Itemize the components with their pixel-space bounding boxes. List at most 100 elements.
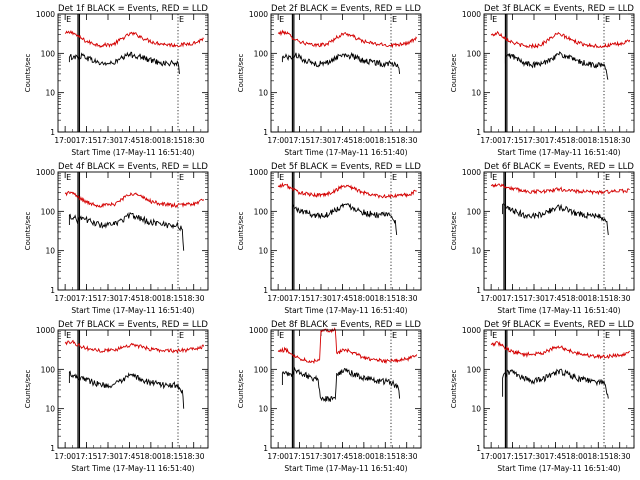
events-series-line — [68, 370, 185, 409]
x-tick-label: 17:30 — [523, 136, 545, 145]
x-tick-label: 17:30 — [523, 294, 545, 303]
x-tick-label: 17:45 — [545, 294, 567, 303]
x-tick-label: 18:30 — [609, 136, 631, 145]
x-axis-label: Start Time (17-May-11 16:51:40) — [284, 306, 407, 315]
x-axis-label: Start Time (17-May-11 16:51:40) — [497, 148, 620, 157]
plot-frame — [57, 329, 209, 449]
panel-title: Det 7f BLACK = Events, RED = LLD — [58, 320, 208, 330]
lld-series-line — [277, 182, 417, 199]
x-axis-label: Start Time (17-May-11 16:51:40) — [71, 148, 194, 157]
x-tick-label: 18:15 — [374, 452, 396, 461]
x-axis-label: Start Time (17-May-11 16:51:40) — [497, 464, 620, 473]
x-tick-label: 17:00 — [267, 452, 289, 461]
plot-frame — [483, 13, 635, 133]
x-tick-label: 18:15 — [587, 452, 609, 461]
x-tick-label: 17:15 — [502, 136, 524, 145]
x-axis-label: Start Time (17-May-11 16:51:40) — [71, 464, 194, 473]
lld-series-line — [277, 327, 418, 365]
events-series-line — [502, 368, 609, 399]
lld-series-line — [490, 340, 630, 360]
panel-det-3: Det 3f BLACK = Events, RED = LLD Counts/s… — [450, 4, 635, 157]
events-series-line — [68, 211, 185, 251]
y-tick-label: 10 — [45, 89, 55, 98]
y-tick-label: 1 — [263, 286, 268, 295]
y-tick-label: 1000 — [36, 168, 55, 177]
y-tick-label: 1000 — [249, 10, 268, 19]
plot-frame — [270, 171, 422, 291]
event-marker-label: E — [179, 15, 184, 24]
x-tick-label: 18:15 — [161, 136, 183, 145]
event-marker-label: E — [492, 173, 497, 182]
x-tick-label: 17:15 — [289, 294, 311, 303]
y-axis-label: Counts/sec — [450, 370, 458, 409]
event-marker-label: E — [605, 331, 610, 340]
y-tick-label: 10 — [471, 405, 481, 414]
panel-title: Det 4f BLACK = Events, RED = LLD — [58, 162, 208, 172]
x-tick-label: 17:00 — [267, 136, 289, 145]
y-tick-label: 10 — [258, 247, 268, 256]
y-tick-label: 1 — [263, 444, 268, 453]
event-marker-label: E — [179, 331, 184, 340]
y-axis-label: Counts/sec — [450, 54, 458, 93]
lld-series-line — [277, 29, 418, 49]
x-tick-label: 18:00 — [140, 294, 162, 303]
panel-det-7: Det 7f BLACK = Events, RED = LLD Counts/s… — [24, 320, 209, 473]
y-axis-label: Counts/sec — [237, 370, 245, 409]
event-marker-label: E — [492, 331, 497, 340]
x-tick-label: 17:30 — [97, 294, 119, 303]
lld-series-line — [490, 30, 631, 50]
x-tick-label: 18:00 — [140, 136, 162, 145]
y-tick-label: 1 — [476, 128, 481, 137]
y-tick-label: 1000 — [462, 10, 481, 19]
y-tick-label: 10 — [45, 247, 55, 256]
panel-title: Det 9f BLACK = Events, RED = LLD — [484, 320, 634, 330]
y-tick-label: 1000 — [36, 326, 55, 335]
plot-frame — [57, 171, 209, 291]
y-tick-label: 10 — [471, 89, 481, 98]
y-tick-label: 1 — [50, 286, 55, 295]
plot-frame — [57, 13, 209, 133]
y-tick-label: 100 — [254, 365, 269, 374]
event-marker-label: E — [279, 173, 284, 182]
events-series-line — [504, 51, 609, 80]
x-tick-label: 18:30 — [183, 136, 205, 145]
y-tick-label: 1000 — [36, 10, 55, 19]
y-tick-label: 10 — [45, 405, 55, 414]
panel-title: Det 8f BLACK = Events, RED = LLD — [271, 320, 421, 330]
x-tick-label: 18:00 — [353, 452, 375, 461]
panel-det-4: Det 4f BLACK = Events, RED = LLD Counts/s… — [24, 162, 209, 315]
panel-det-8: Det 8f BLACK = Events, RED = LLD Counts/s… — [237, 320, 422, 473]
y-tick-label: 1000 — [249, 168, 268, 177]
x-tick-label: 17:15 — [76, 452, 98, 461]
x-tick-label: 17:30 — [310, 136, 332, 145]
events-series-line — [281, 366, 401, 403]
y-tick-label: 100 — [41, 207, 56, 216]
y-tick-label: 100 — [254, 207, 269, 216]
x-tick-label: 17:15 — [76, 136, 98, 145]
plot-frame — [483, 329, 635, 449]
x-tick-label: 18:15 — [587, 294, 609, 303]
y-tick-label: 100 — [41, 365, 56, 374]
y-tick-label: 10 — [471, 247, 481, 256]
x-axis-label: Start Time (17-May-11 16:51:40) — [284, 148, 407, 157]
x-tick-label: 17:00 — [480, 452, 502, 461]
panel-title: Det 1f BLACK = Events, RED = LLD — [58, 4, 208, 14]
x-tick-label: 18:15 — [374, 136, 396, 145]
panel-title: Det 2f BLACK = Events, RED = LLD — [271, 4, 421, 14]
y-tick-label: 100 — [467, 207, 482, 216]
y-tick-label: 100 — [254, 49, 269, 58]
x-tick-label: 18:00 — [566, 294, 588, 303]
events-series-line — [291, 202, 398, 236]
x-axis-label: Start Time (17-May-11 16:51:40) — [71, 306, 194, 315]
x-tick-label: 17:30 — [523, 452, 545, 461]
events-series-line — [502, 203, 609, 236]
y-axis-label: Counts/sec — [237, 54, 245, 93]
y-axis-label: Counts/sec — [237, 212, 245, 251]
y-tick-label: 1 — [50, 128, 55, 137]
panel-det-6: Det 6f BLACK = Events, RED = LLD Counts/s… — [450, 162, 635, 315]
y-axis-label: Counts/sec — [24, 370, 32, 409]
event-marker-label: E — [392, 173, 397, 182]
x-tick-label: 18:00 — [566, 136, 588, 145]
y-tick-label: 1 — [263, 128, 268, 137]
x-tick-label: 17:30 — [310, 452, 332, 461]
